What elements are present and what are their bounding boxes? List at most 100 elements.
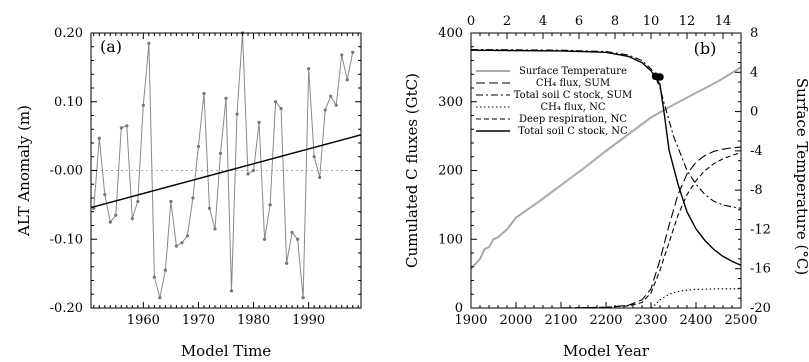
anomaly-point — [301, 296, 305, 300]
anomaly-point — [185, 234, 190, 238]
y-tick-label: 300 — [438, 95, 463, 110]
anomaly-point — [136, 199, 140, 204]
y-axis-label: ALT Anomaly (m) — [15, 105, 33, 237]
legend-label: Total soil C stock, NC — [518, 126, 628, 137]
x-tick-label: 2000 — [499, 313, 532, 328]
anomaly-point — [218, 151, 223, 155]
x-tick-label: 1900 — [454, 313, 487, 328]
anomaly-point — [114, 213, 118, 217]
anomaly-point — [207, 206, 212, 210]
anomaly-point — [257, 120, 261, 124]
anomaly-point — [169, 199, 173, 204]
anomaly-point — [174, 244, 179, 248]
anomaly-point — [213, 227, 217, 231]
anomaly-point — [224, 96, 228, 100]
y-tick-label: 400 — [438, 26, 463, 41]
x2-tick-label: 0 — [467, 14, 475, 29]
x-tick-label: 1980 — [237, 313, 270, 328]
series-line-1 — [471, 146, 742, 309]
anomaly-point — [345, 78, 349, 82]
anomaly-point — [329, 94, 333, 98]
anomaly-point — [119, 126, 123, 130]
anomaly-point — [246, 172, 250, 176]
anomaly-point — [152, 275, 156, 279]
anomaly-point — [262, 237, 267, 241]
x-axis-label: Model Time — [181, 342, 271, 360]
x-tick-label: 1970 — [182, 313, 215, 328]
panel-label-b: (b) — [694, 39, 717, 58]
x-tick-label: 1990 — [292, 313, 325, 328]
anomaly-point — [125, 124, 129, 128]
y-tick-label: 200 — [438, 164, 463, 179]
anomaly-point — [307, 67, 311, 71]
x-tick-label: 2500 — [724, 313, 757, 328]
x2-tick-label: 2 — [503, 14, 511, 29]
anomaly-point — [290, 230, 294, 234]
y-tick-label: 0 — [455, 301, 463, 316]
anomaly-point — [351, 50, 355, 54]
y-tick-label: -0.10 — [50, 232, 83, 247]
anomaly-point — [196, 144, 201, 149]
anomaly-point — [229, 289, 234, 293]
x2-tick-label: 12 — [679, 14, 696, 29]
anomaly-point — [103, 192, 107, 197]
y2-tick-label: 0 — [750, 105, 758, 120]
anomaly-point — [340, 53, 344, 57]
anomaly-point — [191, 196, 195, 200]
panel-a: 1960 1970 1980 1990 0.20 0.10 -0.00 -0.10 -0.20 M… — [15, 26, 362, 360]
trend-line — [90, 134, 362, 209]
x2-tick-label: 4 — [539, 14, 547, 29]
y2-tick-label: -20 — [750, 301, 771, 316]
legend-label: CH₄ flux, NC — [540, 102, 605, 113]
y2-axis-label: Surface Temperature (°C) — [793, 78, 809, 275]
legend-label: Surface Temperature — [519, 66, 627, 77]
anomaly-point — [251, 168, 256, 173]
anomaly-point — [296, 237, 300, 241]
x2-tick-label: 6 — [575, 14, 583, 29]
y-tick-label: -0.00 — [50, 164, 83, 179]
anomaly-point — [141, 103, 145, 107]
x-tick-label: 2400 — [679, 313, 712, 328]
y-tick-label: 0.10 — [54, 95, 83, 110]
series-line-5 — [470, 49, 742, 267]
legend-label: Total soil C stock, SUM — [514, 90, 633, 101]
x-tick-label: 2200 — [589, 313, 622, 328]
anomaly-point — [180, 241, 184, 245]
y-tick-label: 100 — [438, 232, 463, 247]
anomaly-point — [97, 136, 101, 140]
y2-tick-label: -4 — [750, 144, 763, 159]
anomaly-point — [312, 155, 316, 159]
y2-tick-label: -12 — [750, 222, 771, 237]
anomaly-point — [108, 220, 112, 224]
x-axis-label: Model Year — [563, 342, 650, 360]
y-tick-label: 0.20 — [54, 26, 83, 41]
x-tick-label: 2300 — [634, 313, 667, 328]
y2-tick-label: -16 — [750, 262, 771, 277]
anomaly-point — [279, 107, 283, 111]
y2-tick-label: -8 — [750, 183, 763, 198]
anomaly-point — [158, 296, 162, 300]
panel-label-a: (a) — [100, 37, 122, 56]
anomaly-point — [268, 203, 272, 207]
y2-tick-label: 4 — [750, 65, 758, 80]
anomaly-point — [147, 41, 151, 45]
y-tick-label: -0.20 — [50, 301, 83, 316]
x-tick-label: 1960 — [127, 313, 160, 328]
x2-tick-label: 10 — [643, 14, 660, 29]
anomaly-point — [202, 91, 206, 96]
threshold-marker — [656, 73, 664, 81]
anomaly-point — [235, 112, 239, 116]
y2-tick-label: 8 — [750, 26, 758, 41]
anomaly-point — [130, 217, 134, 221]
anomaly-point — [273, 100, 278, 104]
anomaly-point — [318, 175, 322, 179]
anomaly-point — [163, 268, 167, 272]
x2-tick-label: 8 — [611, 14, 619, 29]
x-tick-label: 2100 — [544, 313, 577, 328]
anomaly-series-line — [93, 32, 354, 298]
legend-label: Deep respiration, NC — [519, 114, 627, 125]
anomaly-point — [285, 261, 289, 265]
